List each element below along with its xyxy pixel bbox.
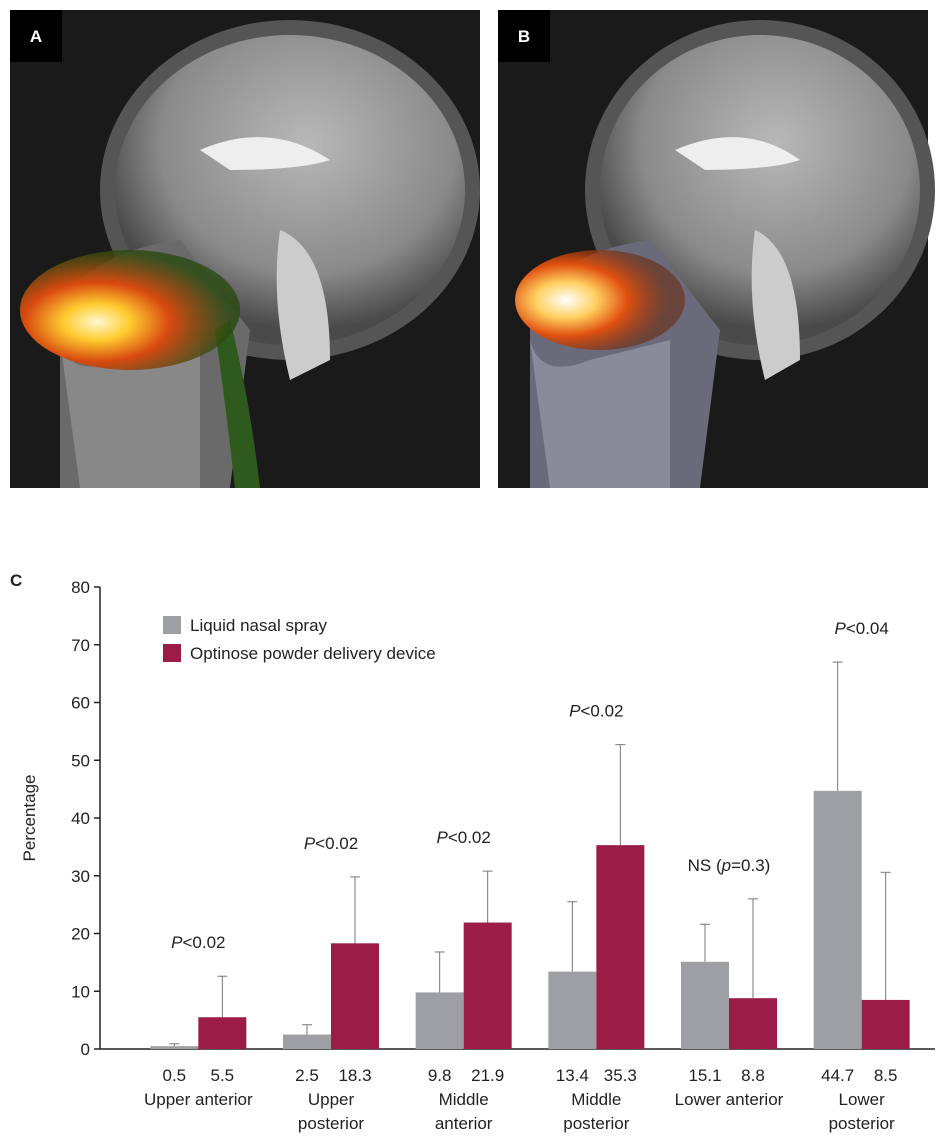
x-tick-label: Upper posterior <box>297 1090 365 1133</box>
value-label: 8.5 <box>874 1066 898 1085</box>
annotation-part: P <box>834 619 846 638</box>
y-tick-label: 20 <box>71 925 90 944</box>
legend-swatch <box>163 644 181 662</box>
mri-b <box>498 10 935 488</box>
x-tick-label: Middle anterior <box>434 1090 493 1133</box>
bar <box>150 1046 199 1049</box>
bar <box>681 961 729 1049</box>
panel-label: C <box>10 571 22 590</box>
bar <box>198 1017 247 1049</box>
value-label: 8.8 <box>741 1066 765 1085</box>
annotation-part: <0.04 <box>846 619 889 638</box>
x-tick-label: Middle posterior <box>563 1090 630 1133</box>
annotation-part: <0.02 <box>580 702 623 721</box>
bar <box>415 992 464 1049</box>
value-label: 0.5 <box>163 1066 187 1085</box>
y-tick-label: 0 <box>81 1040 90 1059</box>
y-tick-label: 50 <box>71 751 90 770</box>
value-label: 13.4 <box>556 1066 589 1085</box>
value-label: 44.7 <box>821 1066 854 1085</box>
panel-label: A <box>30 27 42 46</box>
annotation: NS (p=0.3) <box>688 856 771 875</box>
legend-label: Liquid nasal spray <box>190 616 328 635</box>
x-tick-label: Upper anterior <box>143 1090 253 1109</box>
y-tick-label: 40 <box>71 809 90 828</box>
legend-label: Optinose powder delivery device <box>190 644 436 663</box>
annotation-part: p <box>721 856 731 875</box>
annotation: P<0.02 <box>436 828 490 847</box>
bar <box>463 922 512 1049</box>
value-label: 35.3 <box>604 1066 637 1085</box>
annotation-part: =0.3) <box>731 856 770 875</box>
mri-a <box>10 10 480 488</box>
value-label: 2.5 <box>295 1066 319 1085</box>
annotation-part: P <box>304 834 316 853</box>
y-tick-label: 70 <box>71 636 90 655</box>
x-tick-label: Lower posterior <box>828 1090 895 1133</box>
y-axis-label: Percentage <box>20 775 39 862</box>
y-tick-label: 10 <box>71 982 90 1001</box>
annotation: P<0.02 <box>171 933 225 952</box>
annotation-part: P <box>436 828 448 847</box>
annotation: P<0.04 <box>834 619 888 638</box>
annotation-part: <0.02 <box>448 828 491 847</box>
y-tick-label: 80 <box>71 578 90 597</box>
value-label: 5.5 <box>211 1066 235 1085</box>
value-label: 15.1 <box>688 1066 721 1085</box>
bar <box>596 845 645 1049</box>
annotation-part: P <box>171 933 183 952</box>
value-label: 21.9 <box>471 1066 504 1085</box>
legend-swatch <box>163 616 181 634</box>
annotation-part: <0.02 <box>315 834 358 853</box>
annotation: P<0.02 <box>569 702 623 721</box>
value-label: 18.3 <box>338 1066 371 1085</box>
y-tick-label: 60 <box>71 694 90 713</box>
panel-label: B <box>518 27 530 46</box>
bar <box>331 943 379 1049</box>
bar <box>283 1034 331 1049</box>
bar <box>813 790 862 1049</box>
panel-label-box <box>498 10 550 62</box>
x-tick-label: Lower anterior <box>674 1090 784 1109</box>
bar <box>861 999 910 1049</box>
panel-label-box <box>10 10 62 62</box>
annotation-part: <0.02 <box>182 933 225 952</box>
annotation-part: P <box>569 702 581 721</box>
bar <box>548 971 597 1049</box>
y-tick-label: 30 <box>71 867 90 886</box>
annotation: P<0.02 <box>304 834 358 853</box>
value-label: 9.8 <box>428 1066 452 1085</box>
bar <box>729 998 777 1049</box>
annotation-part: NS ( <box>688 856 722 875</box>
